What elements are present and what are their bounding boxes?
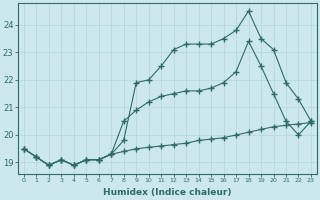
X-axis label: Humidex (Indice chaleur): Humidex (Indice chaleur) [103, 188, 232, 197]
